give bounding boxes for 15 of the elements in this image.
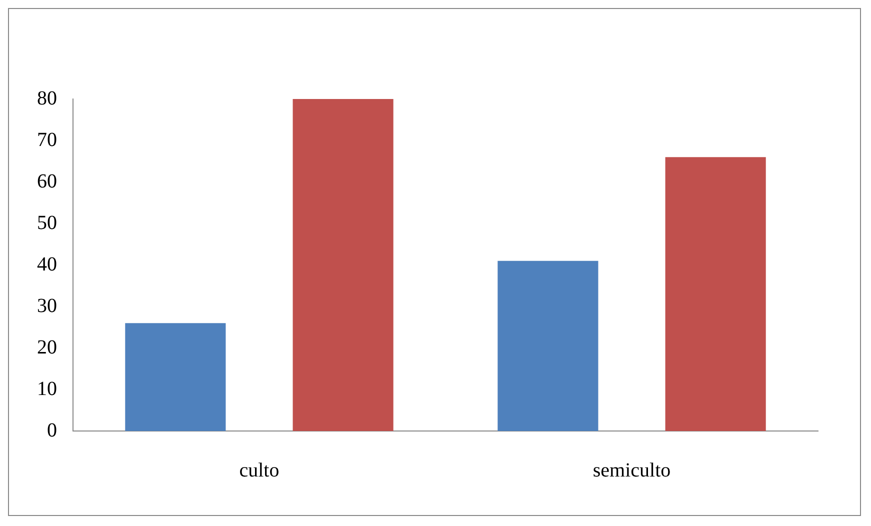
y-tick-label: 30 bbox=[37, 294, 57, 317]
y-tick-label: 50 bbox=[37, 212, 57, 234]
y-tick-label: 20 bbox=[37, 336, 57, 358]
bar bbox=[125, 323, 226, 431]
y-tick-label: 40 bbox=[37, 253, 57, 276]
x-tick-label: semiculto bbox=[592, 459, 671, 482]
y-tick-label: 60 bbox=[37, 170, 57, 192]
y-tick-label: 70 bbox=[37, 128, 57, 151]
y-tick-label: 0 bbox=[47, 419, 57, 442]
y-tick-label: 80 bbox=[37, 87, 57, 110]
x-tick-label: culto bbox=[239, 459, 280, 482]
bar bbox=[665, 157, 766, 431]
bar bbox=[292, 99, 394, 431]
y-tick-label: 10 bbox=[37, 378, 57, 400]
bar bbox=[498, 260, 598, 431]
